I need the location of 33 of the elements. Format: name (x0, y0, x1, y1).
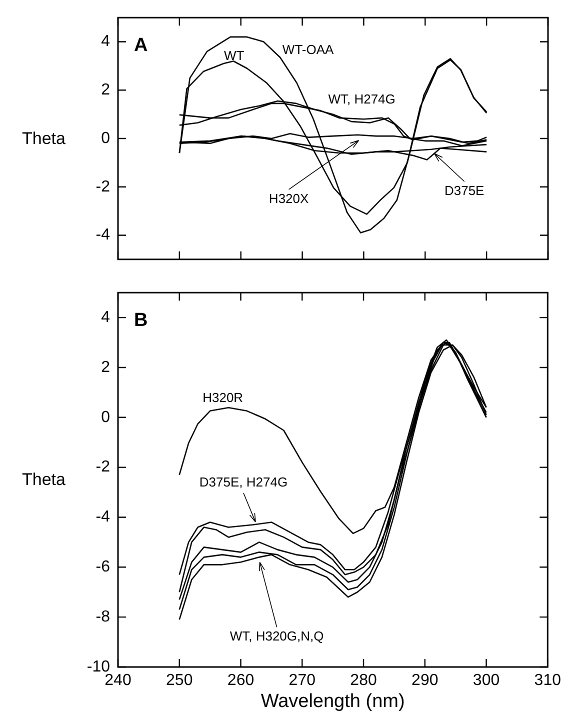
annotation: H320R (202, 390, 244, 405)
annotation: WT, H274G (328, 91, 396, 106)
x-tick-label: 260 (227, 672, 254, 690)
y-tick-label: 0 (101, 130, 110, 147)
text: A (134, 34, 148, 56)
x-tick-label: 280 (350, 672, 377, 690)
x-axis-title: Wavelength (nm) (260, 690, 405, 712)
annotation: D375E, H274G (199, 474, 288, 490)
text: B (134, 310, 148, 331)
y-tick-label: -4 (96, 226, 110, 244)
y-tick-label: 2 (101, 82, 110, 99)
y-tick-label: -8 (96, 608, 110, 626)
annotation: H320X (268, 191, 310, 206)
y-axis-title: Theta (22, 470, 66, 490)
y-tick-label: 2 (101, 358, 110, 376)
y-axis-title: Theta (22, 128, 66, 148)
y-tick-label: 4 (101, 308, 110, 326)
y-tick-label: 0 (101, 408, 110, 426)
x-tick-label: 300 (472, 672, 500, 690)
annotation: WT-OAA (282, 42, 334, 57)
y-tick-label: 4 (101, 33, 110, 50)
x-tick-label: 270 (288, 672, 316, 690)
x-tick-label: 250 (166, 672, 193, 690)
annotation: WT, H320G,N,Q (230, 628, 324, 644)
annotation: WT (224, 48, 244, 63)
x-tick-label: 310 (534, 672, 562, 690)
y-tick-label: -2 (96, 458, 110, 476)
x-tick-label: 290 (412, 672, 438, 690)
y-tick-label: -4 (96, 508, 110, 526)
y-tick-label: -6 (96, 558, 110, 576)
y-tick-label: -2 (96, 178, 110, 196)
annotation: D375E (444, 183, 485, 198)
x-tick-label: 240 (104, 672, 132, 690)
